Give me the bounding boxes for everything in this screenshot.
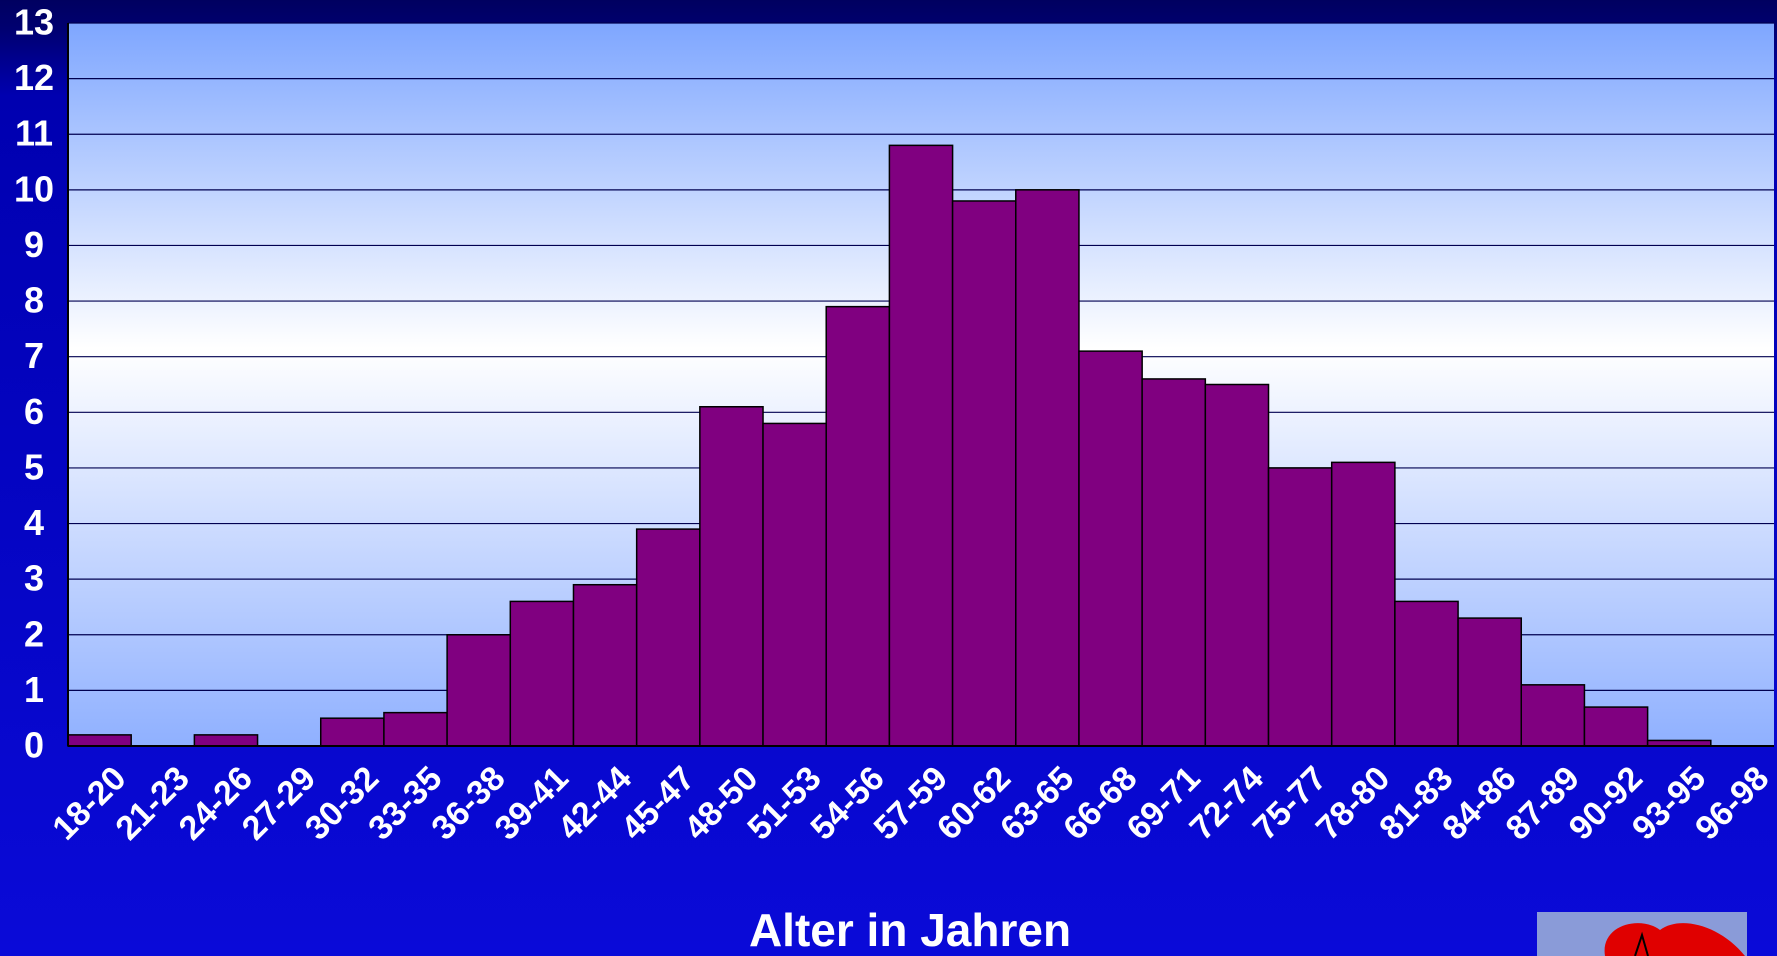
y-tick-label: 1 <box>24 669 44 710</box>
bar <box>383 711 448 747</box>
y-tick-label: 10 <box>14 168 54 209</box>
bar <box>1330 461 1396 747</box>
bar <box>1141 378 1207 747</box>
bar <box>1078 350 1143 747</box>
bar <box>319 717 385 747</box>
y-tick-label: 6 <box>24 391 44 432</box>
bar <box>67 734 132 747</box>
bar <box>825 305 891 747</box>
y-tick-label: 12 <box>14 57 54 98</box>
bar <box>1015 189 1080 747</box>
y-tick-label: 8 <box>24 280 44 321</box>
bar <box>888 144 954 747</box>
bar <box>1267 467 1333 747</box>
bar <box>699 405 764 747</box>
y-tick-label: 3 <box>24 558 44 599</box>
bar <box>1394 600 1459 747</box>
y-tick-label: 7 <box>24 335 44 376</box>
y-tick-label: 9 <box>24 224 44 265</box>
bar <box>509 600 575 747</box>
y-tick-label: 2 <box>24 613 44 654</box>
y-tick-label: 5 <box>24 446 44 487</box>
bar <box>446 634 512 747</box>
y-tick-label: 11 <box>15 113 53 154</box>
bar <box>1583 706 1649 747</box>
logo <box>1537 912 1747 956</box>
y-tick-label: 13 <box>14 2 54 43</box>
bar <box>1520 684 1586 747</box>
bar <box>635 528 701 747</box>
bar <box>572 583 638 747</box>
bar <box>1204 383 1270 747</box>
bar <box>193 734 259 747</box>
bar <box>951 200 1017 747</box>
bar <box>1457 617 1523 747</box>
y-tick-label: 4 <box>24 502 44 543</box>
y-tick-label: 0 <box>24 725 44 766</box>
x-axis-label: Alter in Jahren <box>749 904 1071 956</box>
bar <box>762 422 827 747</box>
